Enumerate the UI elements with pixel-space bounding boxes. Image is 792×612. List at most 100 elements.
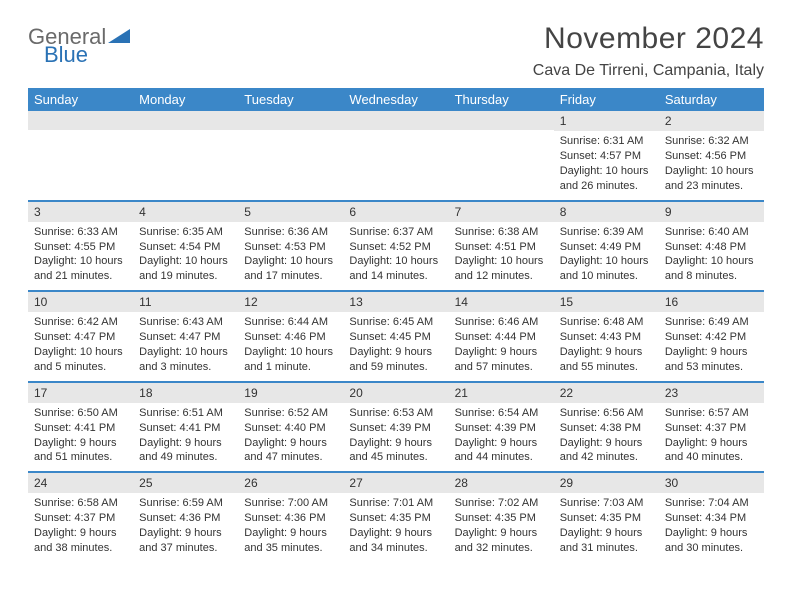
sunrise-text: Sunrise: 7:04 AM <box>665 496 758 511</box>
daylight-text: Daylight: 10 hours and 14 minutes. <box>349 254 442 284</box>
day-number: 19 <box>238 383 343 403</box>
day-number: 15 <box>554 292 659 312</box>
sunrise-text: Sunrise: 6:39 AM <box>560 225 653 240</box>
day-number: 17 <box>28 383 133 403</box>
title-block: November 2024 Cava De Tirreni, Campania,… <box>533 22 764 80</box>
day-number: 13 <box>343 292 448 312</box>
day-number <box>133 111 238 130</box>
sunrise-text: Sunrise: 6:35 AM <box>139 225 232 240</box>
day-cell <box>238 111 343 200</box>
day-cell <box>343 111 448 200</box>
sunrise-text: Sunrise: 6:43 AM <box>139 315 232 330</box>
day-number: 28 <box>449 473 554 493</box>
day-cell: 28Sunrise: 7:02 AMSunset: 4:35 PMDayligh… <box>449 473 554 562</box>
day-number: 24 <box>28 473 133 493</box>
day-cell: 19 Sunrise: 6:52 AMSunset: 4:40 PMDayligh… <box>238 383 343 472</box>
sunset-text: Sunset: 4:42 PM <box>665 330 758 345</box>
sunrise-text: Sunrise: 6:51 AM <box>139 406 232 421</box>
sunrise-text: Sunrise: 6:37 AM <box>349 225 442 240</box>
daylight-text: Daylight: 10 hours and 10 minutes. <box>560 254 653 284</box>
sunrise-text: Sunrise: 6:32 AM <box>665 134 758 149</box>
sunset-text: Sunset: 4:47 PM <box>139 330 232 345</box>
sunrise-text: Sunrise: 6:36 AM <box>244 225 337 240</box>
week-row: 10Sunrise: 6:42 AMSunset: 4:47 PMDayligh… <box>28 292 764 383</box>
sunset-text: Sunset: 4:35 PM <box>560 511 653 526</box>
day-cell: 17Sunrise: 6:50 AMSunset: 4:41 PMDayligh… <box>28 383 133 472</box>
day-number: 20 <box>343 383 448 403</box>
sunset-text: Sunset: 4:39 PM <box>349 421 442 436</box>
dow-sunday: Sunday <box>28 88 133 111</box>
day-number: 23 <box>659 383 764 403</box>
sunrise-text: Sunrise: 6:52 AM <box>244 406 337 421</box>
day-cell: 9Sunrise: 6:40 AMSunset: 4:48 PMDaylight… <box>659 202 764 291</box>
day-cell: 18Sunrise: 6:51 AMSunset: 4:41 PMDayligh… <box>133 383 238 472</box>
sunrise-text: Sunrise: 6:42 AM <box>34 315 127 330</box>
day-number <box>449 111 554 130</box>
sunset-text: Sunset: 4:37 PM <box>34 511 127 526</box>
day-cell: 7Sunrise: 6:38 AMSunset: 4:51 PMDaylight… <box>449 202 554 291</box>
sunset-text: Sunset: 4:38 PM <box>560 421 653 436</box>
week-row: 24 Sunrise: 6:58 AMSunset: 4:37 PM Dayligh… <box>28 473 764 562</box>
dow-saturday: Saturday <box>659 88 764 111</box>
day-number <box>28 111 133 130</box>
sunrise-text: Sunrise: 6:54 AM <box>455 406 548 421</box>
sunrise-text: Sunrise: 6:45 AM <box>349 315 442 330</box>
sunset-text: Sunset: 4:49 PM <box>560 240 653 255</box>
daylight-text: Daylight: 9 hours and 45 minutes. <box>349 436 442 466</box>
day-number: 29 <box>554 473 659 493</box>
sunset-text: Sunset: 4:47 PM <box>34 330 127 345</box>
day-cell: 22Sunrise: 6:56 AMSunset: 4:38 PMDayligh… <box>554 383 659 472</box>
day-cell: 13Sunrise: 6:45 AMSunset: 4:45 PMDayligh… <box>343 292 448 381</box>
day-number: 21 <box>449 383 554 403</box>
day-number: 25 <box>133 473 238 493</box>
daylight-text: Daylight: 9 hours and 42 minutes. <box>560 436 653 466</box>
sunset-text: Sunset: 4:46 PM <box>244 330 337 345</box>
daylight-text: Daylight: 10 hours and 1 minute. <box>244 345 337 375</box>
daylight-text: Daylight: 9 hours and 47 minutes. <box>244 436 337 466</box>
day-cell: 20 Sunrise: 6:53 AMSunset: 4:39 PMDayligh… <box>343 383 448 472</box>
daylight-text: Daylight: 9 hours and 57 minutes. <box>455 345 548 375</box>
day-cell: 16Sunrise: 6:49 AMSunset: 4:42 PMDayligh… <box>659 292 764 381</box>
day-cell: 8Sunrise: 6:39 AMSunset: 4:49 PMDaylight… <box>554 202 659 291</box>
daylight-text: Daylight: 9 hours and 30 minutes. <box>665 526 758 556</box>
day-number: 10 <box>28 292 133 312</box>
week-row: 1Sunrise: 6:31 AMSunset: 4:57 PMDaylight… <box>28 111 764 202</box>
sunset-text: Sunset: 4:41 PM <box>139 421 232 436</box>
sunset-text: Sunset: 4:34 PM <box>665 511 758 526</box>
week-row: 17 Sunrise: 6:50 AM Sunset: 4:41 PM Dayligh… <box>28 383 764 474</box>
day-cell: 5Sunrise: 6:36 AMSunset: 4:53 PMDaylight… <box>238 202 343 291</box>
day-number: 7 <box>449 202 554 222</box>
sunrise-text: Sunrise: 6:58 AM <box>34 496 127 511</box>
day-number: 5 <box>238 202 343 222</box>
daylight-text: Daylight: 9 hours and 53 minutes. <box>665 345 758 375</box>
day-number: 26 <box>238 473 343 493</box>
weeks-container: 1Sunrise: 6:31 AMSunset: 4:57 PMDaylight… <box>28 111 764 562</box>
daylight-text: Daylight: 10 hours and 8 minutes. <box>665 254 758 284</box>
sunset-text: Sunset: 4:36 PM <box>244 511 337 526</box>
dow-tuesday: Tuesday <box>238 88 343 111</box>
day-number: 22 <box>554 383 659 403</box>
sunset-text: Sunset: 4:37 PM <box>665 421 758 436</box>
sunset-text: Sunset: 4:55 PM <box>34 240 127 255</box>
day-cell: 27Sunrise: 7:01 AMSunset: 4:35 PMDayligh… <box>343 473 448 562</box>
sunset-text: Sunset: 4:40 PM <box>244 421 337 436</box>
sunrise-text: Sunrise: 6:50 AM <box>34 406 127 421</box>
month-title: November 2024 <box>533 22 764 56</box>
sunset-text: Sunset: 4:44 PM <box>455 330 548 345</box>
sunset-text: Sunset: 4:53 PM <box>244 240 337 255</box>
daylight-text: Daylight: 10 hours and 23 minutes. <box>665 164 758 194</box>
day-of-week-header: Sunday Monday Tuesday Wednesday Thursday… <box>28 88 764 111</box>
sunrise-text: Sunrise: 6:53 AM <box>349 406 442 421</box>
sunset-text: Sunset: 4:51 PM <box>455 240 548 255</box>
daylight-text: Daylight: 9 hours and 51 minutes. <box>34 436 127 466</box>
brand-word-2: Blue <box>44 44 130 66</box>
day-cell: 12Sunrise: 6:44 AMSunset: 4:46 PMDayligh… <box>238 292 343 381</box>
daylight-text: Daylight: 9 hours and 40 minutes. <box>665 436 758 466</box>
day-number: 1 <box>554 111 659 131</box>
day-number: 16 <box>659 292 764 312</box>
sunrise-text: Sunrise: 6:59 AM <box>139 496 232 511</box>
sunset-text: Sunset: 4:48 PM <box>665 240 758 255</box>
day-number: 30 <box>659 473 764 493</box>
calendar: Sunday Monday Tuesday Wednesday Thursday… <box>28 88 764 562</box>
sunset-text: Sunset: 4:43 PM <box>560 330 653 345</box>
